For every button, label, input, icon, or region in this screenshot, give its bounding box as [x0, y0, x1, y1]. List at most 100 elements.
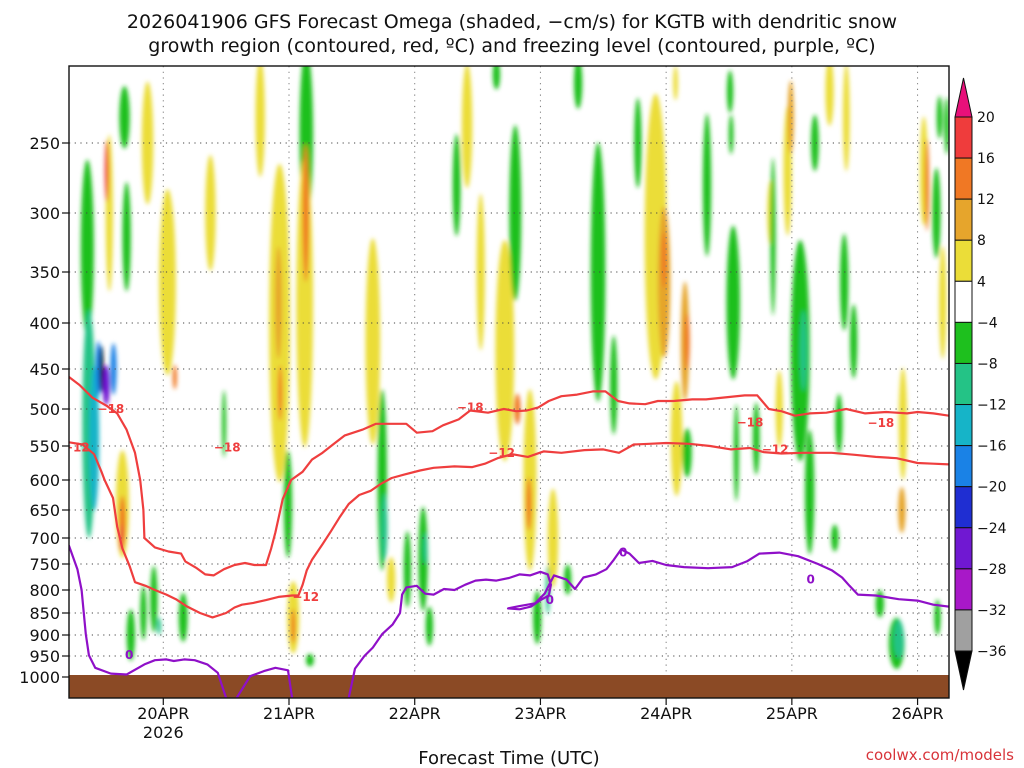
colorbar-label-2: 12	[977, 192, 995, 208]
omega-cell-99	[934, 599, 941, 636]
omega-cell-42	[425, 606, 434, 646]
y-tick-label-650: 650	[29, 501, 60, 520]
omega-cell-27	[278, 365, 283, 421]
colorbar-swatch-12	[954, 568, 973, 611]
y-tick-label-700: 700	[29, 529, 60, 548]
omega-cell-78	[787, 80, 794, 155]
omega-cell-33	[302, 143, 309, 283]
colorbar-label-11: −28	[977, 562, 1007, 578]
omega-cell-72	[733, 404, 739, 502]
omega-cell-14	[126, 609, 135, 661]
omega-cell-18	[150, 565, 158, 633]
colorbar-swatch-6	[954, 321, 973, 364]
omega-cell-17	[172, 364, 177, 390]
dgz-contour-label--18C-0: −18	[98, 402, 125, 416]
dgz-contour-label--18C-2: −18	[457, 400, 484, 414]
colorbar-swatch-4	[954, 239, 973, 282]
colorbar-swatch-10	[954, 486, 973, 529]
y-tick-label-250: 250	[29, 134, 60, 153]
omega-cell-15	[141, 81, 154, 205]
colorbar-swatch-7	[954, 362, 973, 406]
y-tick-label-300: 300	[29, 204, 60, 223]
y-tick-label-900: 900	[29, 626, 60, 645]
colorbar-label-0: 20	[977, 110, 995, 126]
colorbar-label-3: 8	[977, 233, 986, 249]
colorbar-top-arrow	[954, 77, 973, 118]
x-tick-label-24APR: 24APR	[640, 704, 692, 723]
omega-cell-51	[526, 477, 532, 531]
omega-cell-84	[842, 66, 850, 172]
omega-cell-48	[514, 393, 521, 425]
omega-cell-28	[283, 450, 293, 558]
omega-cell-6	[110, 343, 117, 395]
x-tick-sublabel-20APR: 2026	[143, 723, 184, 742]
colorbar-label-4: 4	[977, 274, 986, 290]
x-tick-label-23APR: 23APR	[514, 704, 566, 723]
omega-cell-64	[673, 66, 678, 101]
omega-cell-9	[119, 86, 130, 149]
freezing-contour-label-0C-east-3: 0	[807, 573, 815, 587]
dgz-contour-label--18C-3: −18	[737, 415, 764, 429]
colorbar-swatch-3	[954, 198, 973, 241]
colorbar-swatch-8	[954, 404, 973, 447]
omega-cell-0	[80, 159, 94, 338]
dgz-contour-label--18C-1: −18	[214, 440, 241, 454]
omega-cell-26	[275, 246, 282, 359]
omega-cell-46	[492, 66, 501, 90]
colorbar-label-12: −32	[977, 603, 1007, 619]
dgz-contour-label--12C-3: −12	[762, 442, 789, 456]
dgz-contour-label--12C-0: −12	[63, 440, 90, 454]
omega-cell-34	[306, 653, 314, 667]
colorbar-bottom-arrow	[954, 650, 973, 691]
y-tick-label-350: 350	[29, 263, 60, 282]
chart-title-line-1: 2026041906 GFS Forecast Omega (shaded, −…	[127, 11, 897, 33]
freezing-contour-label-0C-east-1: 0	[546, 593, 554, 607]
omega-cell-76	[775, 370, 783, 448]
omega-cell-69	[726, 70, 734, 114]
omega-cell-87	[850, 304, 858, 379]
colorbar-swatch-5	[954, 280, 973, 323]
omega-cell-16	[159, 189, 176, 376]
omega-cell-49	[509, 125, 522, 301]
omega-cell-68	[702, 113, 712, 257]
omega-cell-83	[825, 66, 834, 126]
x-axis-title: Forecast Time (UTC)	[418, 748, 599, 768]
y-tick-label-600: 600	[29, 471, 60, 490]
omega-cell-45	[476, 193, 485, 351]
omega-cell-97	[936, 95, 943, 139]
y-tick-label-450: 450	[29, 360, 60, 379]
omega-cell-62	[661, 231, 667, 289]
colorbar: 20 16 12 8 4 −4 −8 −12 −16 −20 −24 −28 −32 −36	[954, 77, 1007, 691]
y-tick-label-500: 500	[29, 400, 60, 419]
x-tick-label-26APR: 26APR	[892, 704, 944, 723]
omega-cell-56	[573, 66, 583, 109]
omega-cell-67	[682, 428, 692, 478]
omega-cell-59	[634, 97, 642, 189]
y-tick-label-800: 800	[29, 581, 60, 600]
y-tick-label-400: 400	[29, 314, 60, 333]
x-tick-label-25APR: 25APR	[766, 704, 818, 723]
dgz-contour--18C	[69, 375, 949, 577]
y-tick-label-750: 750	[29, 555, 60, 574]
omega-cell-88	[831, 524, 839, 552]
x-tick-label-22APR: 22APR	[389, 704, 441, 723]
freezing-contour-0C-west	[347, 548, 949, 698]
omega-cell-75	[770, 157, 776, 316]
omega-cell-80	[799, 309, 807, 392]
colorbar-swatch-11	[954, 527, 973, 570]
omega-cell-22	[205, 154, 216, 272]
freezing-contour-0C-east	[69, 544, 228, 698]
dgz-contour-label--12C-2: −12	[488, 446, 515, 460]
y-tick-label-850: 850	[29, 604, 60, 623]
x-tick-label-21APR: 21APR	[263, 704, 315, 723]
omega-cell-10	[122, 181, 131, 292]
omega-cell-63	[670, 381, 683, 497]
colorbar-label-6: −8	[977, 356, 998, 372]
y-axis: 250 300 350 400 450 500 550 600 650 700 750 800 850 9…	[19, 134, 69, 687]
omega-cell-95	[924, 139, 930, 231]
dgz-contour-label--12C-1: −12	[292, 590, 319, 604]
dgz-contour-label--18C-4: −18	[868, 416, 895, 430]
colorbar-label-8: −16	[977, 439, 1007, 455]
omega-cell-41	[423, 532, 428, 565]
